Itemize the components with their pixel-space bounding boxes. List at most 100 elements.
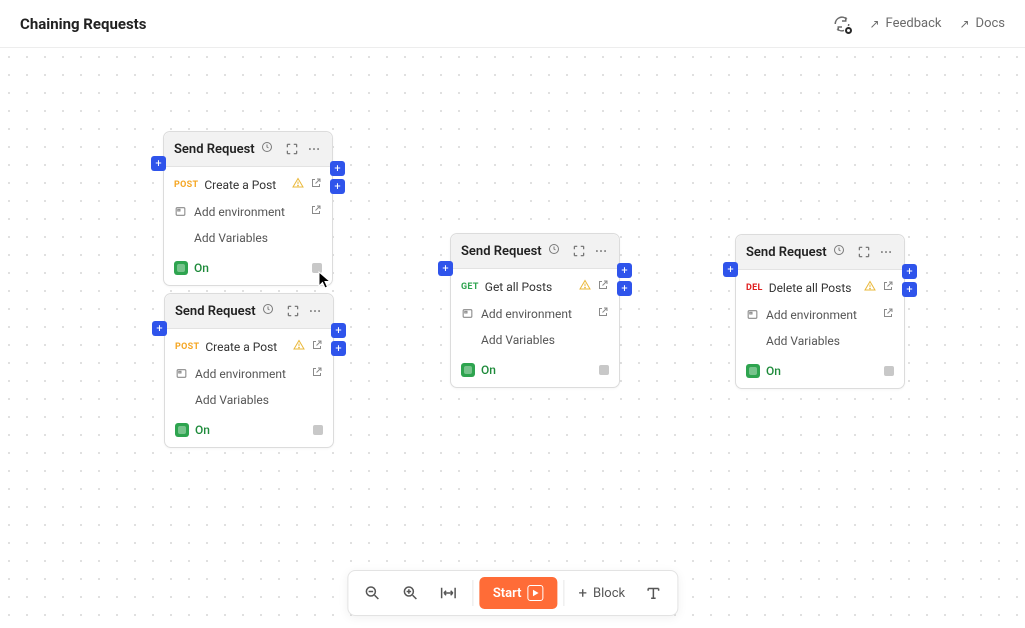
request-name: Create a Post [204, 178, 286, 192]
http-method-badge: GET [461, 282, 479, 292]
status-pill[interactable]: On [175, 423, 210, 437]
open-external-icon[interactable] [882, 280, 894, 295]
open-external-icon[interactable] [311, 366, 323, 381]
open-external-icon[interactable] [882, 307, 894, 322]
text-tool-button[interactable] [635, 577, 671, 609]
flow-node[interactable]: +++ Send Request POST Create a Post Add … [164, 293, 334, 448]
status-on-icon [746, 364, 760, 378]
environment-icon [174, 205, 188, 218]
zoom-out-button[interactable] [354, 577, 390, 609]
zoom-in-button[interactable] [392, 577, 428, 609]
open-external-icon[interactable] [311, 339, 323, 354]
add-variables-row[interactable]: Add Variables [451, 327, 619, 353]
status-pill[interactable]: On [174, 261, 209, 275]
add-variables-row[interactable]: Add Variables [164, 225, 332, 251]
node-header[interactable]: Send Request [164, 132, 332, 167]
add-variables-row[interactable]: Add Variables [736, 328, 904, 354]
open-external-icon[interactable] [310, 204, 322, 219]
node-footer: On [451, 355, 619, 387]
status-pill[interactable]: On [746, 364, 781, 378]
feedback-link[interactable]: ↗ Feedback [869, 16, 941, 31]
add-environment-label: Add environment [195, 367, 305, 381]
stop-icon[interactable] [599, 365, 609, 375]
play-icon [528, 585, 544, 601]
node-title: Send Request [175, 304, 256, 319]
status-pill[interactable]: On [461, 363, 496, 377]
input-port[interactable]: + [723, 262, 738, 277]
request-row[interactable]: DEL Delete all Posts [736, 274, 904, 301]
more-icon[interactable] [593, 242, 609, 260]
toolbar-separator [472, 580, 473, 606]
history-icon[interactable] [262, 303, 274, 319]
output-port[interactable]: + [330, 161, 345, 176]
output-port[interactable]: + [617, 281, 632, 296]
node-body: POST Create a Post Add environment Add V… [165, 329, 333, 415]
request-row[interactable]: POST Create a Post [164, 171, 332, 198]
output-port[interactable]: + [331, 323, 346, 338]
open-external-icon[interactable] [597, 306, 609, 321]
more-icon[interactable] [306, 140, 322, 158]
start-button[interactable]: Start [479, 577, 558, 609]
output-port[interactable]: + [330, 179, 345, 194]
stop-icon[interactable] [312, 263, 322, 273]
http-method-badge: DEL [746, 283, 763, 293]
fit-width-button[interactable] [430, 577, 466, 609]
node-header[interactable]: Send Request [451, 234, 619, 269]
add-variables-row[interactable]: Add Variables [165, 387, 333, 413]
output-port[interactable]: + [902, 264, 917, 279]
request-name: Get all Posts [485, 280, 573, 294]
environment-icon [461, 307, 475, 320]
http-method-badge: POST [175, 342, 199, 352]
expand-icon[interactable] [285, 140, 301, 158]
external-arrow-icon: ↗ [959, 17, 969, 31]
add-environment-label: Add environment [766, 308, 876, 322]
flow-node[interactable]: +++ Send Request POST Create a Post Add … [163, 131, 333, 286]
status-on-icon [461, 363, 475, 377]
history-icon[interactable] [548, 243, 560, 259]
expand-icon[interactable] [572, 242, 588, 260]
node-footer: On [736, 356, 904, 388]
expand-icon[interactable] [857, 243, 873, 261]
status-label: On [481, 363, 496, 377]
add-environment-row[interactable]: Add environment [164, 198, 332, 225]
add-variables-label: Add Variables [481, 333, 609, 347]
history-icon[interactable] [261, 141, 273, 157]
toolbar-separator [564, 580, 565, 606]
flow-node[interactable]: +++ Send Request DEL Delete all Posts Ad… [735, 234, 905, 389]
node-header[interactable]: Send Request [736, 235, 904, 270]
feedback-label: Feedback [886, 16, 942, 31]
expand-icon[interactable] [286, 302, 302, 320]
request-row[interactable]: GET Get all Posts [451, 273, 619, 300]
block-label: Block [593, 586, 625, 601]
open-external-icon[interactable] [310, 177, 322, 192]
environment-icon [175, 367, 189, 380]
sync-status-icon[interactable] [833, 15, 851, 33]
add-environment-row[interactable]: Add environment [451, 300, 619, 327]
request-row[interactable]: POST Create a Post [165, 333, 333, 360]
stop-icon[interactable] [313, 425, 323, 435]
node-footer: On [164, 253, 332, 285]
add-block-button[interactable]: + Block [571, 577, 634, 609]
input-port[interactable]: + [152, 321, 167, 336]
node-header[interactable]: Send Request [165, 294, 333, 329]
open-external-icon[interactable] [597, 279, 609, 294]
status-on-icon [174, 261, 188, 275]
output-port[interactable]: + [617, 263, 632, 278]
stop-icon[interactable] [884, 366, 894, 376]
docs-link[interactable]: ↗ Docs [959, 16, 1005, 31]
http-method-badge: POST [174, 180, 198, 190]
more-icon[interactable] [878, 243, 894, 261]
input-port[interactable]: + [438, 261, 453, 276]
topbar-right: ↗ Feedback ↗ Docs [833, 15, 1005, 33]
output-port[interactable]: + [902, 282, 917, 297]
history-icon[interactable] [833, 244, 845, 260]
flow-node[interactable]: +++ Send Request GET Get all Posts Add e… [450, 233, 620, 388]
flow-canvas[interactable]: + + + Send Request POST Create a Post Add … [0, 48, 1025, 628]
add-variables-label: Add Variables [195, 393, 323, 407]
input-port[interactable]: + [151, 156, 166, 171]
add-environment-row[interactable]: Add environment [736, 301, 904, 328]
add-environment-row[interactable]: Add environment [165, 360, 333, 387]
output-port[interactable]: + [331, 341, 346, 356]
request-name: Delete all Posts [769, 281, 858, 295]
more-icon[interactable] [307, 302, 323, 320]
